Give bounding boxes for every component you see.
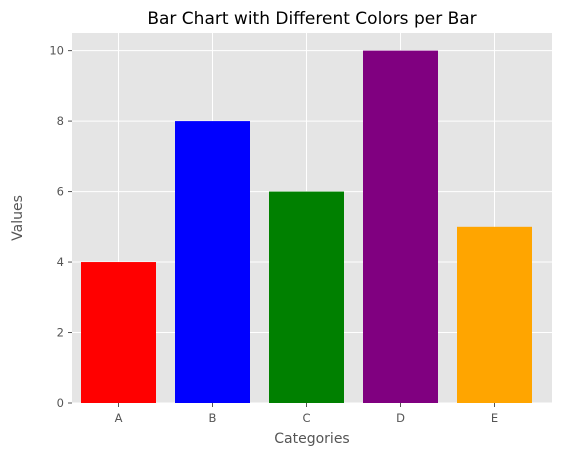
y-tick-label: 6 <box>57 185 64 199</box>
y-axis-ticks: 0 2 4 6 8 10 <box>49 44 72 410</box>
x-axis-ticks: A B C D E <box>115 403 498 425</box>
y-tick-label: 2 <box>57 326 64 340</box>
x-tick-label: C <box>302 411 310 425</box>
y-tick-label: 4 <box>57 255 64 269</box>
bar-c <box>269 191 344 403</box>
y-tick-label: 10 <box>49 44 64 58</box>
bar-d <box>363 50 438 403</box>
bars <box>81 50 532 403</box>
x-tick-label: B <box>209 411 217 425</box>
y-tick-label: 8 <box>57 114 64 128</box>
chart-title: Bar Chart with Different Colors per Bar <box>147 9 476 29</box>
y-axis-label: Values <box>10 195 26 241</box>
x-tick-label: D <box>396 411 405 425</box>
bar-e <box>457 226 532 403</box>
x-tick-label: A <box>115 411 123 425</box>
x-tick-label: E <box>491 411 498 425</box>
x-axis-label: Categories <box>274 431 349 447</box>
y-tick-label: 0 <box>57 396 64 410</box>
bar-a <box>81 262 156 403</box>
bar-b <box>175 121 250 403</box>
